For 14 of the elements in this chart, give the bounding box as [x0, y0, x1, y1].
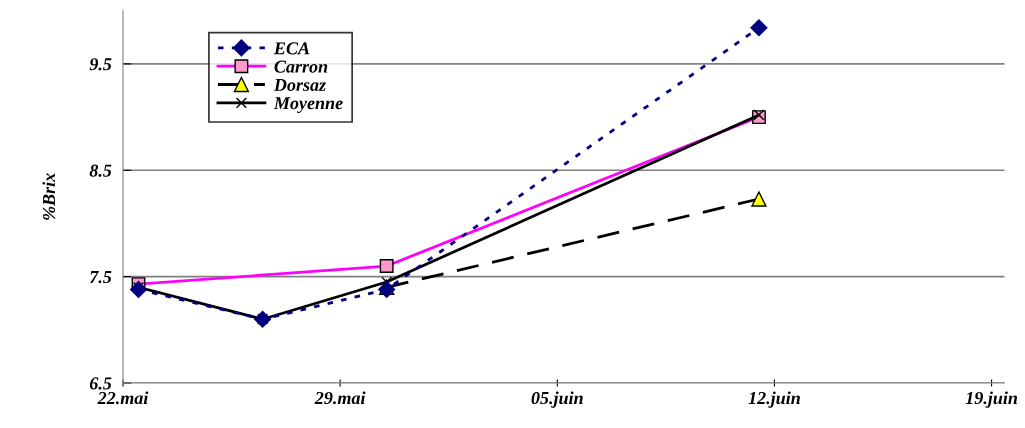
y-tick-label: 9.5	[89, 58, 112, 71]
x-tick-label: 22.mai	[97, 391, 149, 405]
x-tick-label: 12.juin	[748, 391, 800, 408]
x-tick-label: 19.juin	[965, 391, 1018, 408]
legend-label: ECA	[273, 42, 310, 55]
legend-label: Dorsaz	[273, 78, 327, 91]
x-tick-label: 05.juin	[531, 391, 583, 408]
y-tick-label: 6.5	[89, 377, 112, 390]
legend-label: Carron	[274, 60, 328, 73]
y-axis-title: %Brix	[42, 173, 56, 220]
x-tick-label: 29.mai	[314, 391, 366, 405]
legend-label: Moyenne	[273, 97, 343, 113]
y-tick-label: 8.5	[89, 164, 112, 177]
y-tick-label: 7.5	[90, 271, 112, 284]
